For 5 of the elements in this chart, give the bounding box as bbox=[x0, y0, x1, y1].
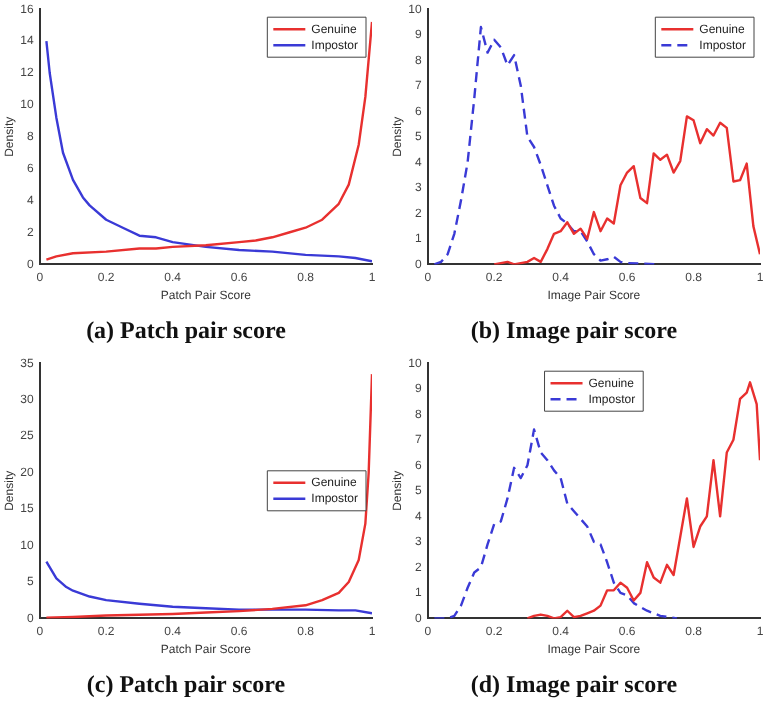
text: (b) Image pair score bbox=[470, 315, 679, 344]
text: (a) Patch pair score bbox=[86, 315, 288, 344]
text: (c) Patch pair score bbox=[86, 669, 287, 698]
line-series bbox=[433, 428, 679, 619]
text: (d) Image pair score bbox=[470, 669, 679, 698]
